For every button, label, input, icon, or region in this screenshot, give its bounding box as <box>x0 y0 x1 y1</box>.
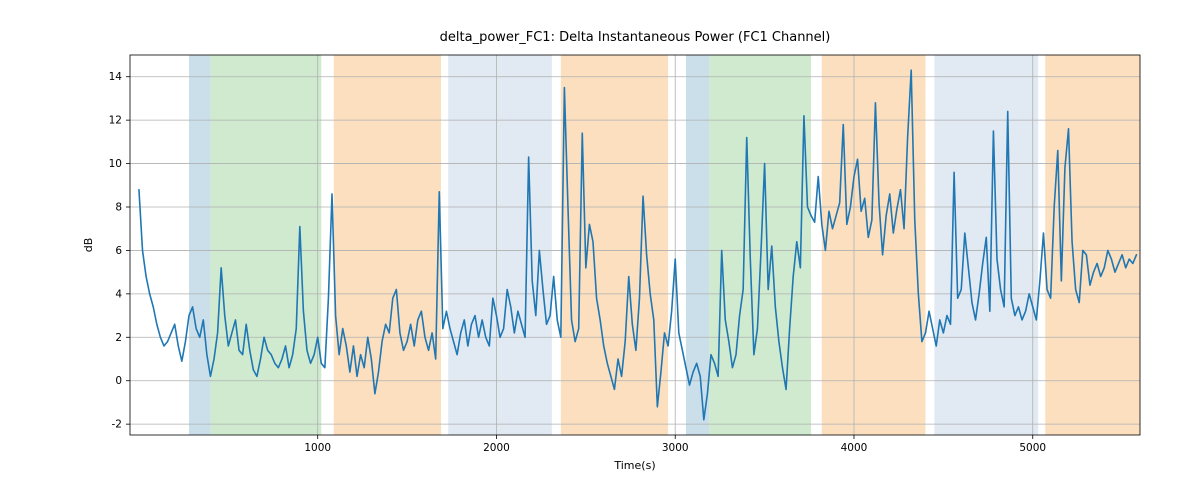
y-tick-label: 8 <box>115 202 122 214</box>
band-region <box>189 55 210 435</box>
band-region <box>448 55 552 435</box>
chart-svg: 1000 2000 3000 4000 5000 -2 0 2 4 6 8 10 12 14 Time(s)… <box>0 0 1200 500</box>
band-region <box>210 55 321 435</box>
x-tick-label: 5000 <box>1019 442 1046 454</box>
y-axis-label: dB <box>82 238 95 253</box>
x-tick-label: 2000 <box>483 442 510 454</box>
y-tick-label: 0 <box>115 375 122 387</box>
band-region <box>561 55 668 435</box>
y-tick-label: 4 <box>115 288 122 300</box>
y-tick-label: 2 <box>115 332 122 344</box>
x-tick-label: 1000 <box>304 442 331 454</box>
y-tick-label: 10 <box>109 158 122 170</box>
x-tick-label: 4000 <box>841 442 868 454</box>
chart-figure: 1000 2000 3000 4000 5000 -2 0 2 4 6 8 10 12 14 Time(s)… <box>0 0 1200 500</box>
band-region <box>822 55 926 435</box>
band-region <box>686 55 709 435</box>
y-tick-label: 12 <box>109 115 122 127</box>
band-region <box>1045 55 1140 435</box>
y-tick-label: 14 <box>109 71 123 83</box>
x-axis-label: Time(s) <box>613 459 655 472</box>
band-region <box>334 55 441 435</box>
y-tick-label: 6 <box>115 245 122 257</box>
chart-title: delta_power_FC1: Delta Instantaneous Pow… <box>440 30 831 45</box>
x-tick-label: 3000 <box>662 442 689 454</box>
y-tick-label: -2 <box>112 419 122 431</box>
